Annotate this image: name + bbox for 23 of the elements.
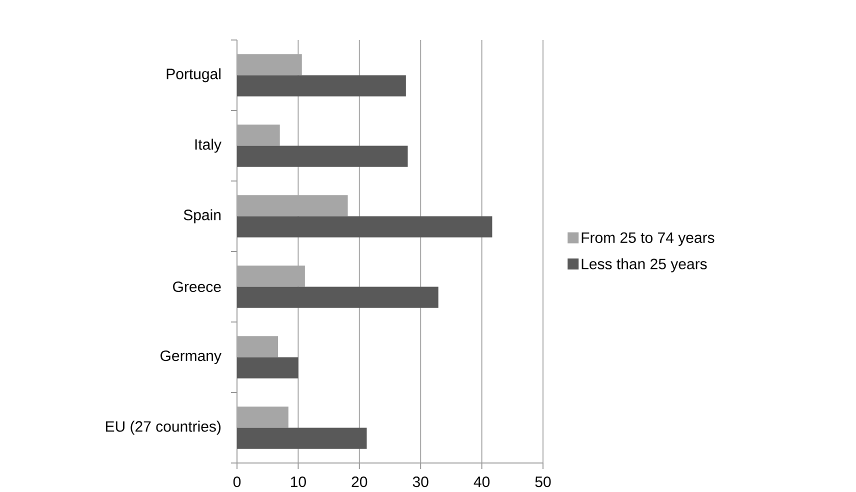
bar (237, 336, 278, 358)
bar (237, 75, 406, 96)
y-tick-label: EU (27 countries) (106, 420, 221, 435)
bar (237, 216, 492, 238)
bar (237, 124, 280, 146)
x-tick-label: 40 (474, 476, 490, 488)
bar (237, 406, 288, 428)
y-tick-label: Germany (160, 350, 222, 364)
y-tick-label: Spain (184, 209, 221, 224)
bar (237, 286, 438, 308)
x-tick-label: 50 (535, 476, 551, 488)
legend-label: Less than 25 years (582, 258, 707, 272)
x-tick-label: 10 (291, 476, 306, 488)
x-tick-label: 20 (352, 476, 368, 488)
y-tick-label: Greece (173, 281, 221, 292)
legend-label: From 25 to 74 years (582, 232, 714, 246)
bar (237, 146, 408, 167)
y-tick-label: Portugal (166, 68, 220, 82)
bar (237, 428, 367, 449)
x-tick-label: 0 (233, 476, 241, 488)
bar (237, 357, 298, 378)
x-tick-label: 30 (412, 476, 428, 488)
y-tick-label: Italy (195, 138, 222, 153)
